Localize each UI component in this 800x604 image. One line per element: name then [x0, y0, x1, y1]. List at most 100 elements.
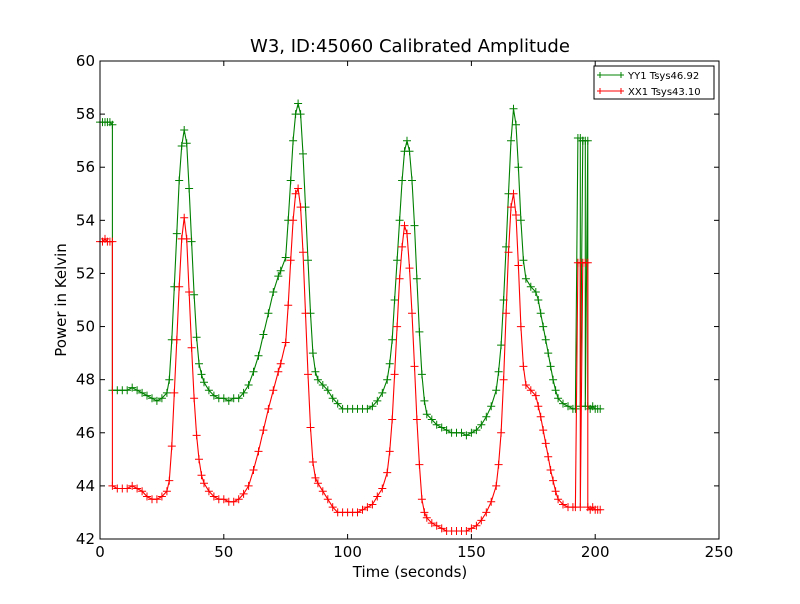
series-point [157, 394, 166, 403]
series-point [541, 335, 550, 344]
series-point [546, 466, 555, 474]
series-point [165, 375, 174, 384]
series-point [516, 216, 525, 225]
series-point [254, 351, 263, 360]
series-point [472, 521, 481, 530]
series-point [571, 404, 580, 413]
series-point [182, 234, 191, 243]
series-point [264, 309, 273, 318]
series-point [234, 394, 243, 403]
series-point [138, 487, 147, 496]
series-0 [96, 99, 605, 440]
series-point [502, 309, 511, 318]
series-point [200, 378, 208, 387]
series-point [323, 386, 332, 395]
series-point [390, 296, 399, 304]
y-tick-label: 44 [76, 477, 95, 495]
series-point [259, 330, 268, 339]
x-tick-label: 50 [214, 543, 233, 561]
series-point [373, 396, 382, 405]
series-point [534, 296, 543, 304]
series-point [512, 120, 520, 129]
series-point [385, 447, 394, 456]
series-point [353, 508, 362, 517]
series-point [388, 415, 397, 424]
series-point [482, 412, 491, 421]
series-point [133, 386, 142, 395]
series-point [304, 370, 312, 379]
series-point [143, 492, 151, 501]
series-point [254, 447, 263, 456]
series-point [403, 136, 411, 145]
series-point [249, 466, 258, 474]
series-point [185, 288, 194, 296]
series-point [539, 322, 548, 331]
series-point [383, 375, 392, 384]
series-point [492, 481, 501, 490]
series-point [378, 484, 387, 493]
y-tick-label: 60 [76, 52, 95, 70]
series-point [318, 381, 327, 389]
series-point [313, 375, 322, 384]
series-point [363, 404, 372, 413]
series-point [308, 458, 317, 466]
series-point [197, 471, 206, 480]
series-point [294, 184, 303, 193]
series-point [195, 455, 203, 464]
series-point [175, 282, 184, 291]
series-point [427, 415, 436, 424]
series-point [301, 309, 310, 318]
series-point [229, 497, 238, 506]
series-point [410, 221, 419, 230]
series-point [167, 442, 176, 451]
series-point [519, 256, 528, 265]
series-point [363, 503, 372, 512]
series-point [521, 381, 530, 389]
series-point [472, 426, 481, 435]
series-point [187, 237, 196, 246]
series-point [296, 110, 305, 119]
y-tick-label: 56 [76, 158, 95, 176]
series-point [358, 505, 367, 514]
x-tick-label: 250 [705, 543, 734, 561]
series-point [170, 388, 179, 397]
series-point [412, 415, 421, 424]
series-point [437, 423, 446, 432]
series-point [554, 495, 563, 504]
series-point [427, 519, 436, 528]
series-point [311, 473, 320, 482]
series-point [400, 221, 409, 230]
series-point [420, 508, 429, 517]
x-tick-label: 150 [457, 543, 486, 561]
series-point [249, 367, 258, 376]
y-tick-label: 50 [76, 318, 95, 336]
series-point [576, 503, 585, 512]
series-point [286, 176, 295, 185]
series-point [333, 399, 342, 408]
series-point [172, 229, 181, 238]
series-point [306, 423, 315, 432]
series-point [509, 104, 518, 113]
series-point [519, 362, 528, 371]
series-point [405, 264, 414, 273]
series-point [180, 126, 189, 134]
series-point [162, 388, 171, 397]
y-tick-label: 46 [76, 424, 95, 442]
axes: 0 50 100 150 200 250 42 44 46 48 50 52 54 56 58 60 [76, 52, 733, 561]
series-point [516, 322, 525, 331]
legend-label: XX1 Tsys43.10 [628, 87, 701, 98]
series-point [457, 428, 466, 437]
series-point [108, 120, 117, 129]
series-point [281, 338, 290, 347]
series-point [328, 394, 337, 403]
series-point [259, 426, 268, 435]
x-axis-label: Time (seconds) [352, 563, 468, 581]
series-point [388, 335, 397, 344]
series-point [412, 274, 421, 283]
series-point [477, 420, 486, 429]
series-point [390, 370, 399, 379]
series-point [554, 394, 563, 403]
series-point [219, 495, 228, 504]
series-point [177, 142, 186, 150]
